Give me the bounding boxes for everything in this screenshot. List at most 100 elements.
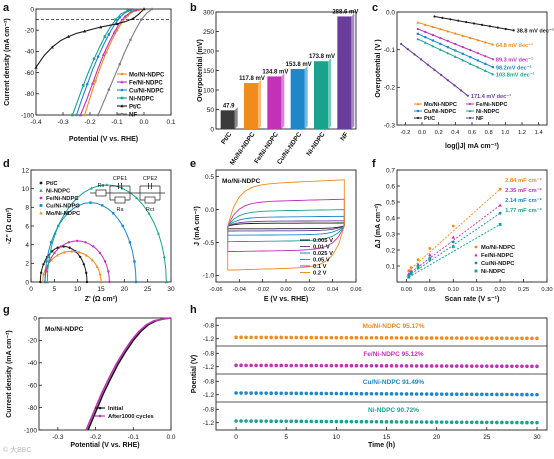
series-marker: [114, 18, 117, 21]
y-tick-label: 0.0: [386, 9, 395, 16]
bar-value-label: 117.8 mV: [239, 76, 265, 82]
nyquist-marker: [68, 246, 71, 249]
tafel-marker: [468, 62, 472, 65]
stability-point: [409, 420, 414, 424]
stability-point: [454, 364, 459, 368]
tafel-marker: [476, 59, 479, 62]
series-marker: [83, 29, 87, 33]
x-tick-label: 0.05: [424, 287, 435, 293]
retention-label: Ni-NDPC 90.72%: [368, 407, 419, 414]
stability-point: [299, 363, 304, 368]
nyquist-marker: [43, 280, 47, 284]
stability-point: [329, 363, 334, 368]
stability-point: [409, 364, 414, 368]
x-tick-label: 0.1: [166, 119, 175, 126]
nyquist-marker: [98, 272, 102, 276]
stability-point: [500, 392, 504, 397]
legend-entry: Initial: [108, 406, 124, 412]
bar-5: [337, 16, 352, 129]
stability-point: [424, 420, 429, 424]
stability-point: [434, 392, 439, 396]
stability-point: [454, 392, 459, 397]
stability-point: [384, 364, 389, 368]
bar-category-label: NF: [339, 131, 350, 142]
stability-point: [324, 335, 329, 340]
nyquist-marker: [85, 271, 88, 275]
series-marker: [131, 16, 135, 20]
stability-point: [424, 392, 429, 396]
series-marker: [101, 52, 106, 56]
stability-point: [249, 335, 253, 340]
tafel-marker: [491, 43, 495, 46]
legend-marker: [39, 211, 43, 215]
x-tick-label: -0.4: [30, 119, 42, 126]
legend-entry: 0.025 V: [313, 251, 333, 257]
stability-point: [520, 336, 524, 341]
stability-point: [324, 363, 329, 368]
stability-point: [269, 363, 273, 368]
stability-point: [389, 336, 394, 340]
x-tick-label: -0.2: [400, 130, 410, 136]
tafel-marker: [424, 36, 427, 39]
tafel-marker: [453, 55, 457, 58]
series-marker: [81, 84, 85, 87]
tafel-marker: [406, 48, 409, 51]
stability-point: [274, 335, 278, 340]
tafel-marker: [433, 68, 436, 71]
bar-1: [244, 83, 258, 129]
stability-point: [234, 419, 238, 423]
series-marker: [75, 113, 78, 117]
stability-point: [339, 363, 344, 368]
stability-point: [474, 364, 479, 368]
stability-point: [520, 392, 524, 397]
legend-entry: 0.05 V: [313, 258, 330, 264]
stability-point: [469, 336, 474, 340]
x-axis-label: log(|J| mA cm⁻²): [445, 143, 499, 150]
bar-side: [258, 80, 261, 129]
y-tick-label: 0: [33, 315, 37, 322]
panel-letter: c: [372, 2, 378, 14]
tafel-marker: [454, 49, 457, 52]
tafel-marker: [423, 41, 427, 44]
stability-point: [369, 363, 374, 368]
x-tick-label: 0.2: [435, 130, 443, 136]
circuit-resistor: [95, 189, 107, 197]
nyquist-fit-2: [44, 240, 110, 283]
stability-point: [389, 364, 394, 368]
bar-category-label: Fe/Ni-NDPC: [253, 131, 280, 165]
stability-point: [469, 392, 474, 397]
y-axis-label: J (mA cm⁻²): [194, 206, 201, 246]
tafel-marker: [439, 36, 442, 40]
stability-point: [269, 391, 273, 395]
stability-point: [515, 364, 519, 369]
legend-entry: Cu/Ni-NDPC: [481, 261, 515, 267]
stability-point: [495, 392, 499, 397]
stability-point: [404, 392, 409, 396]
stability-point: [249, 391, 253, 395]
bar-value-label: 134.8 mV: [262, 69, 288, 75]
stability-point: [364, 363, 369, 368]
nyquist-marker: [49, 258, 53, 262]
x-tick-label: 1.2: [518, 130, 526, 136]
y-tick-label: -60: [28, 383, 38, 390]
y-tick-label: 2: [25, 261, 29, 268]
nyquist-marker: [156, 231, 160, 235]
stability-point: [510, 364, 514, 369]
stability-point: [354, 419, 359, 424]
tafel-marker: [484, 55, 487, 58]
retention-label: Mo/Ni-NDPC 95.17%: [362, 323, 424, 330]
legend-marker: [39, 188, 43, 192]
series-marker: [50, 45, 54, 49]
series-line-4: [35, 8, 145, 68]
stability-point: [490, 336, 494, 340]
dl-marker: [428, 253, 432, 257]
y-tick-label: -40: [28, 360, 38, 367]
series-marker: [150, 7, 154, 11]
cv-loop-0: [227, 222, 345, 230]
stability-point: [344, 363, 349, 368]
nyquist-marker: [164, 280, 168, 284]
tafel-marker: [488, 25, 492, 28]
dl-marker: [416, 266, 420, 269]
stability-point: [379, 420, 384, 424]
